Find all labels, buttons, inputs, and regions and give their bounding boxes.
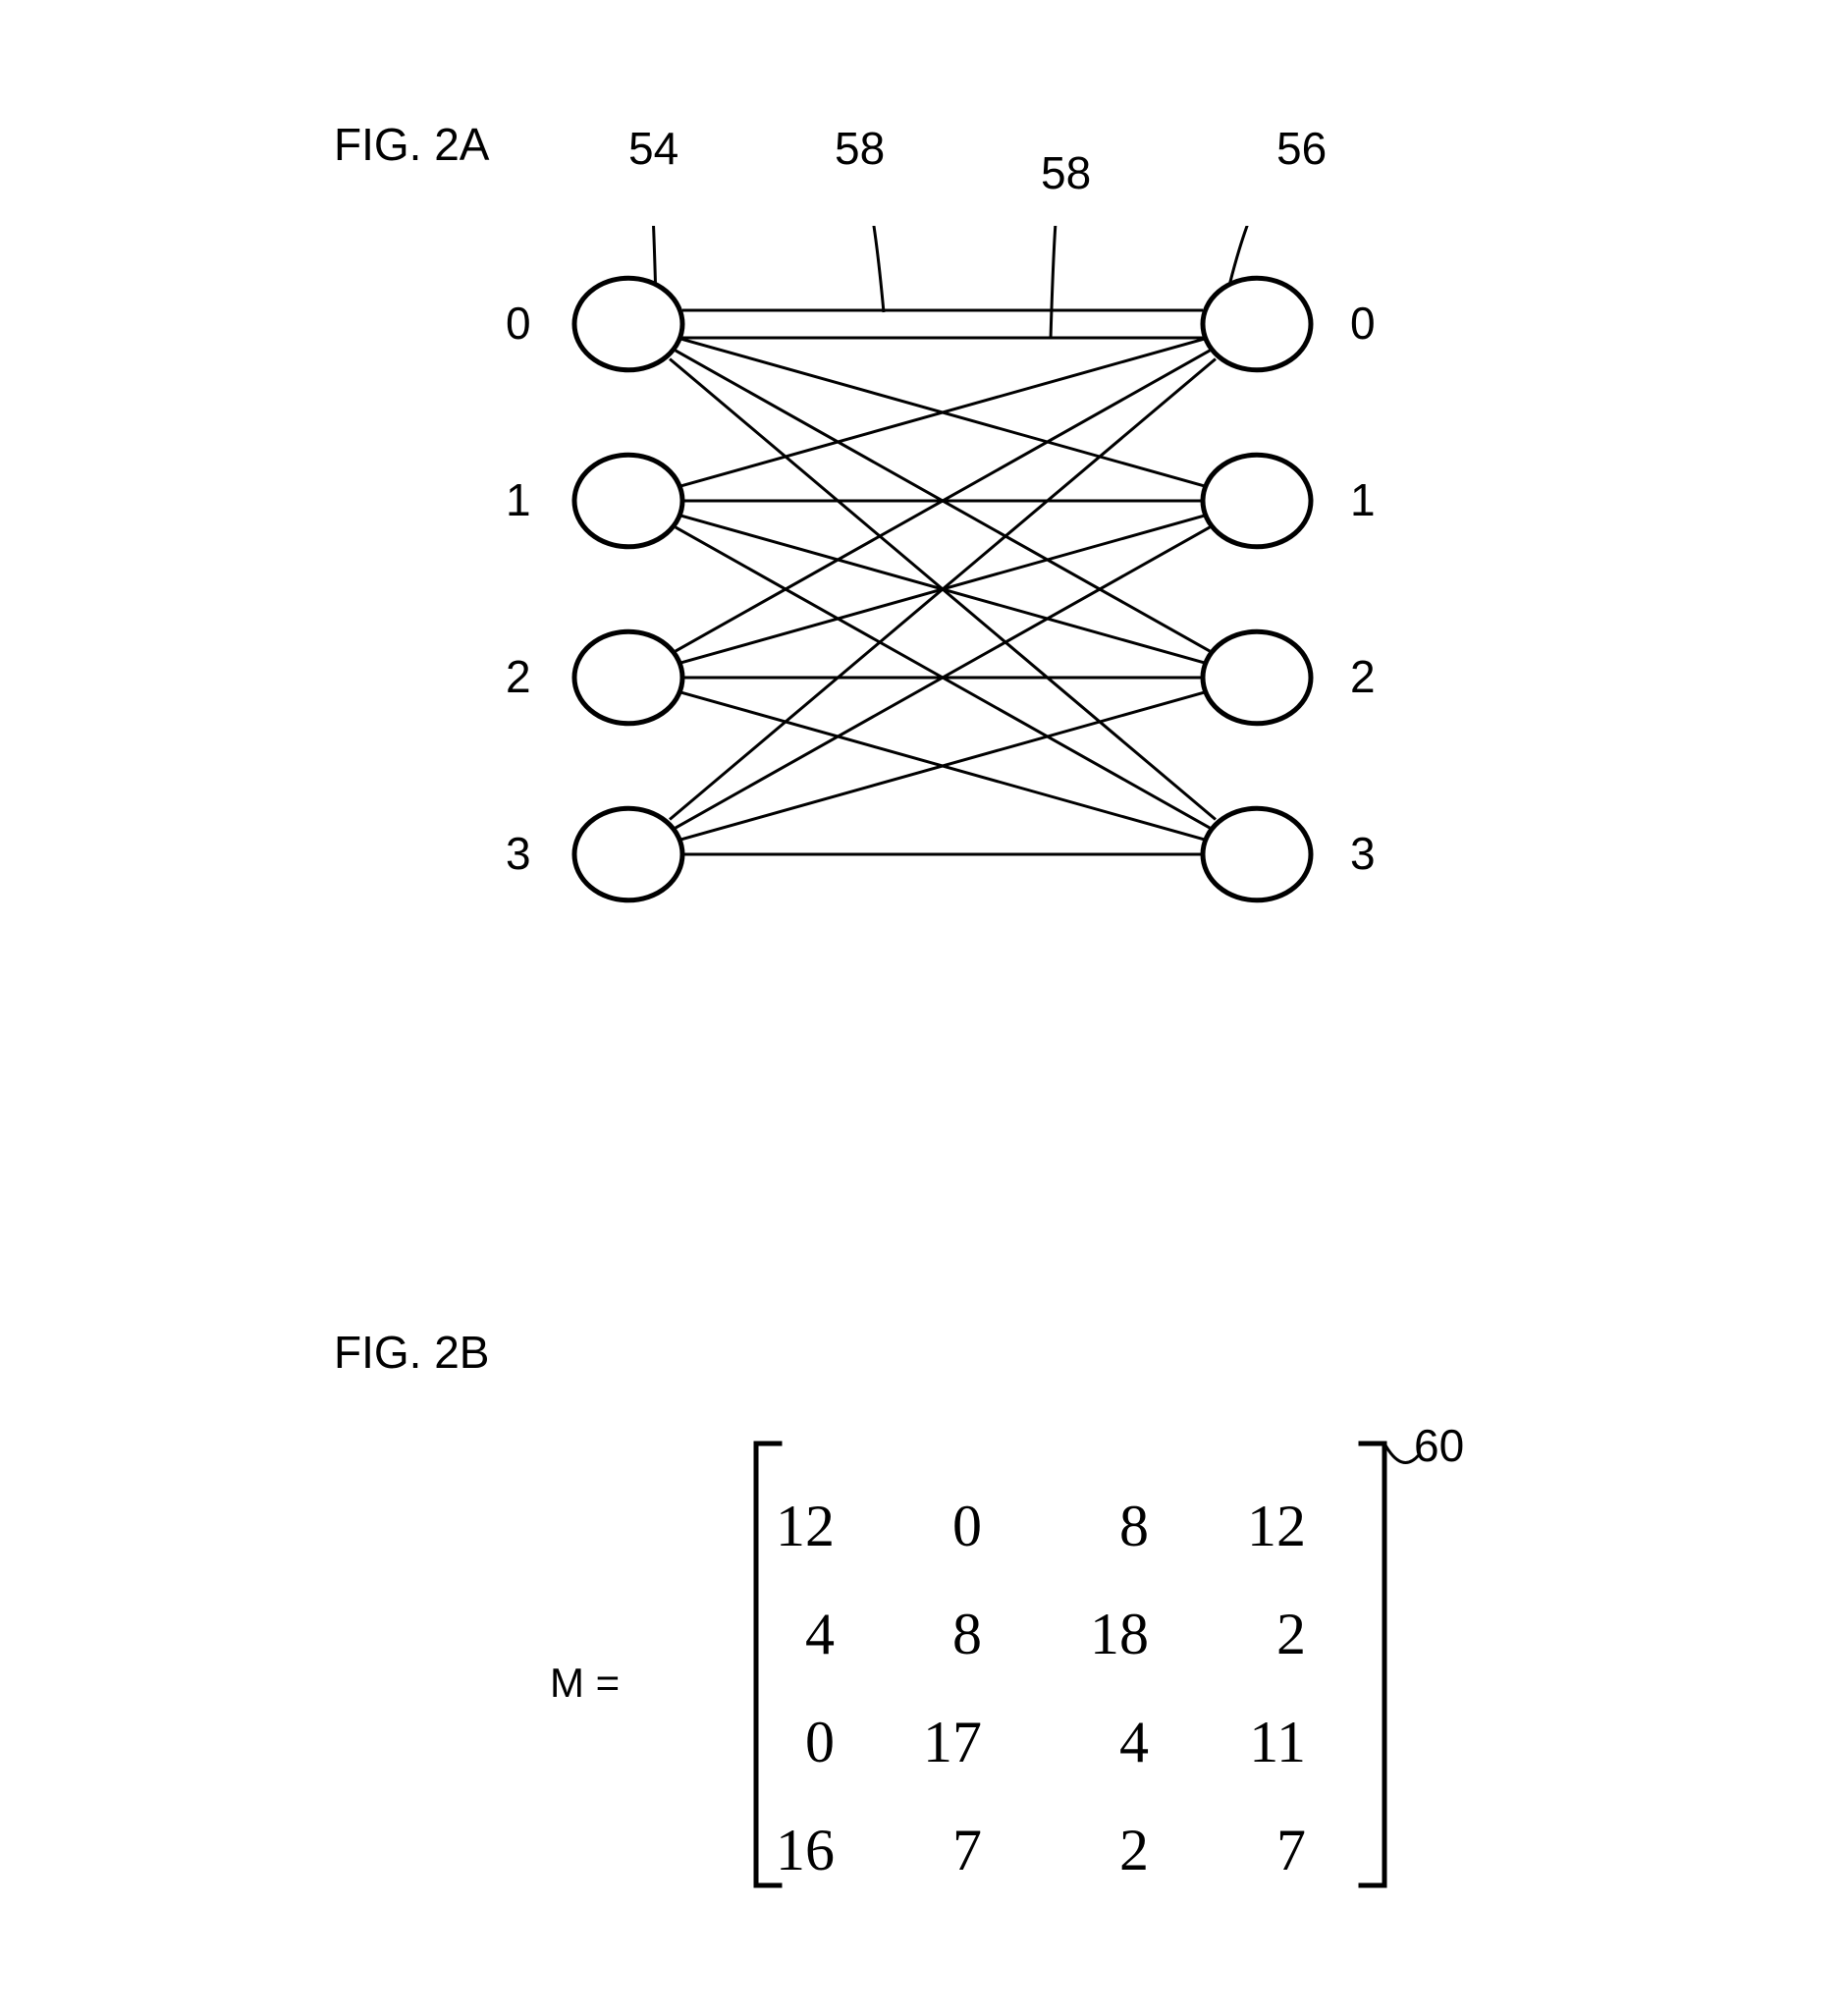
node-index-label: 1 (506, 473, 531, 526)
bipartite-graph (461, 226, 1424, 933)
matrix-cell: 0 (727, 1709, 835, 1776)
node-index-label: 1 (1350, 473, 1376, 526)
reference-60-leader (1326, 1409, 1483, 1527)
figure-2a-label: FIG. 2A (334, 118, 489, 171)
matrix-cell: 4 (1041, 1709, 1149, 1776)
figure-2b-label: FIG. 2B (334, 1326, 489, 1379)
matrix-cell: 7 (1198, 1817, 1306, 1884)
node-index-label: 0 (1350, 297, 1376, 350)
matrix-cell: 4 (727, 1601, 835, 1668)
matrix-label-m: M = (550, 1660, 620, 1707)
matrix-cell: 16 (727, 1817, 835, 1884)
reference-label: 54 (628, 122, 678, 175)
page: { "page": { "width": 1878, "height": 205… (0, 0, 1844, 2016)
node-index-label: 0 (506, 297, 531, 350)
node-index-label: 2 (506, 650, 531, 703)
node-index-label: 3 (506, 827, 531, 880)
matrix-cell: 8 (874, 1601, 982, 1668)
reference-label: 58 (835, 122, 885, 175)
matrix-cell: 18 (1041, 1601, 1149, 1668)
matrix-cell: 0 (874, 1493, 982, 1560)
matrix-cell: 12 (1198, 1493, 1306, 1560)
matrix-cell: 17 (874, 1709, 982, 1776)
matrix-cell: 12 (727, 1493, 835, 1560)
reference-label: 58 (1041, 146, 1091, 199)
matrix-cell: 11 (1198, 1709, 1306, 1776)
reference-label: 56 (1276, 122, 1327, 175)
node-index-label: 3 (1350, 827, 1376, 880)
matrix-cell: 2 (1198, 1601, 1306, 1668)
matrix-cell: 2 (1041, 1817, 1149, 1884)
matrix-cell: 7 (874, 1817, 982, 1884)
node-index-label: 2 (1350, 650, 1376, 703)
matrix-cell: 8 (1041, 1493, 1149, 1560)
